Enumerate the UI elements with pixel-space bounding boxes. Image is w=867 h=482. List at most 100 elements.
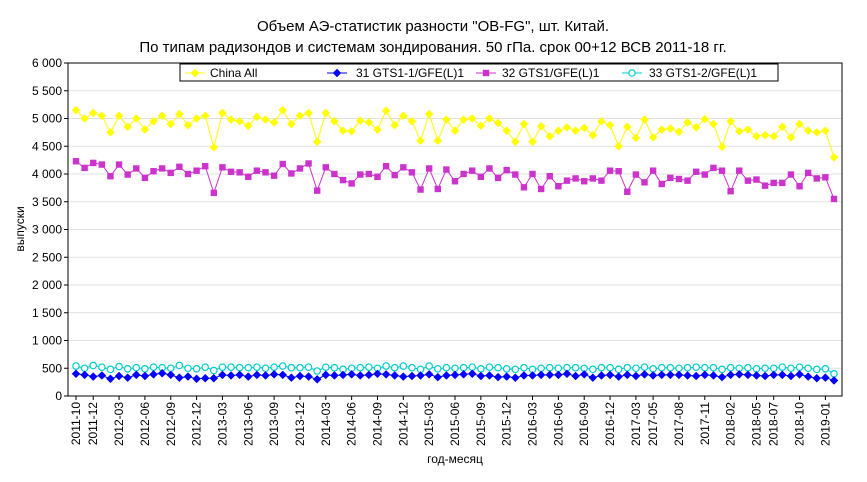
data-point	[554, 364, 563, 373]
data-point	[691, 371, 701, 381]
data-point	[243, 372, 253, 381]
data-point	[796, 183, 803, 190]
data-point	[718, 167, 726, 174]
data-point	[321, 108, 331, 118]
data-point	[512, 171, 519, 178]
data-point	[700, 370, 710, 380]
data-point	[485, 371, 494, 380]
data-point	[510, 137, 520, 147]
data-point	[683, 363, 692, 372]
data-point	[468, 363, 477, 371]
data-point	[777, 122, 787, 132]
legend-label: 32 GTS1/GFE(L)1	[502, 66, 600, 80]
data-point	[347, 126, 356, 136]
data-point	[804, 364, 812, 373]
data-point	[184, 170, 192, 178]
data-point	[674, 370, 684, 380]
data-point	[829, 152, 839, 162]
data-point	[562, 123, 572, 132]
x-tick-label: 2011-10	[69, 402, 83, 445]
data-point	[795, 363, 804, 371]
legend-item: 31 GTS1-1/GFE(L)1	[327, 66, 464, 80]
data-point	[460, 170, 467, 178]
data-point	[632, 364, 640, 373]
data-point	[734, 126, 744, 136]
data-point	[71, 369, 81, 379]
data-point	[381, 106, 391, 116]
x-tick-label: 2018-02	[724, 402, 738, 446]
data-point	[253, 167, 261, 174]
data-point	[417, 186, 424, 193]
data-point	[321, 370, 331, 380]
data-point	[218, 363, 227, 371]
series-3	[72, 158, 838, 203]
data-point	[528, 137, 537, 147]
data-point	[193, 167, 200, 174]
data-point	[760, 371, 770, 381]
data-point	[355, 371, 365, 380]
data-point	[245, 173, 252, 180]
data-point	[665, 124, 675, 133]
data-point	[502, 126, 512, 136]
data-point	[674, 127, 684, 137]
data-point	[459, 115, 468, 124]
data-point	[175, 109, 184, 119]
x-axis-label: год-месяц	[427, 452, 483, 466]
data-point	[545, 363, 554, 372]
data-point	[209, 373, 219, 383]
data-point	[364, 370, 374, 380]
data-point	[398, 111, 408, 121]
legend-label: 31 GTS1-1/GFE(L)1	[356, 66, 464, 80]
data-point	[450, 126, 460, 136]
data-point	[381, 370, 391, 379]
data-point	[252, 112, 262, 122]
data-point	[312, 374, 322, 384]
data-point	[519, 119, 529, 129]
data-point	[821, 126, 830, 136]
data-point	[365, 170, 373, 178]
x-tick-label: 2019-01	[818, 402, 832, 446]
data-point	[356, 363, 365, 372]
data-point	[692, 168, 700, 175]
data-point	[529, 170, 536, 178]
data-point	[554, 370, 563, 380]
data-point	[622, 370, 632, 380]
data-point	[786, 133, 796, 142]
data-point	[252, 370, 262, 380]
data-point	[734, 370, 744, 379]
data-point	[640, 115, 649, 124]
data-point	[88, 372, 98, 381]
data-point	[726, 363, 735, 372]
x-tick-label: 2015-06	[448, 402, 462, 446]
data-point	[606, 363, 614, 372]
data-point	[536, 370, 546, 380]
data-point	[408, 169, 416, 176]
data-point	[701, 171, 708, 178]
data-point	[726, 116, 735, 126]
data-point	[683, 371, 692, 380]
data-point	[451, 178, 459, 185]
data-point	[760, 130, 770, 140]
data-point	[700, 114, 710, 124]
data-point	[476, 371, 486, 381]
data-point	[278, 370, 288, 380]
data-point	[657, 363, 666, 372]
legend-item: 32 GTS1/GFE(L)1	[476, 66, 600, 80]
data-point	[115, 362, 123, 371]
data-point	[519, 371, 529, 380]
data-point	[81, 164, 88, 172]
data-point	[382, 163, 390, 170]
data-point	[752, 131, 761, 141]
data-point	[502, 365, 511, 373]
data-point	[140, 125, 150, 134]
data-point	[115, 161, 123, 168]
data-point	[640, 363, 649, 371]
data-point	[485, 114, 494, 123]
legend: China All 31 GTS1-1/GFE(L)1 32 GTS1/GFE(L)…	[179, 63, 779, 82]
data-point	[572, 175, 579, 182]
data-point	[467, 114, 477, 123]
data-point	[243, 121, 253, 131]
data-point	[123, 373, 133, 383]
data-point	[226, 115, 236, 124]
data-point	[546, 173, 553, 180]
